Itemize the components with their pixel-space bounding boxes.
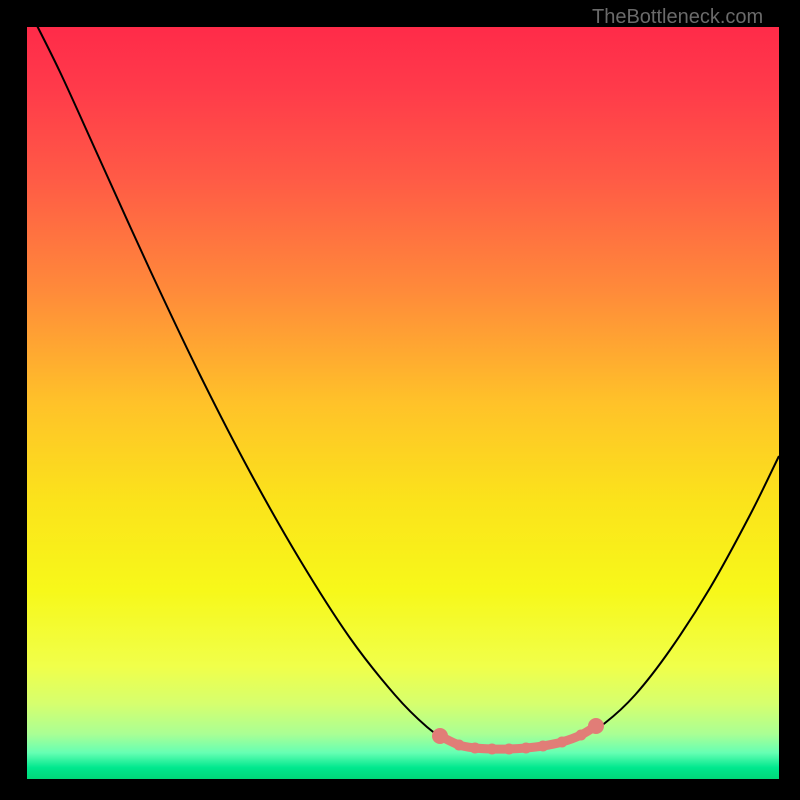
sweet-spot-marker [538,741,549,752]
sweet-spot-marker [487,744,498,755]
bottleneck-curve [27,6,779,749]
sweet-spot-marker [588,718,604,734]
chart-overlay [0,0,800,800]
sweet-spot-marker [432,728,448,744]
watermark-text: TheBottleneck.com [592,6,763,29]
sweet-spot-marker [557,737,568,748]
sweet-spot-marker [470,743,481,754]
sweet-spot-marker [576,730,587,741]
sweet-spot-marker [454,740,465,751]
sweet-spot-marker [504,744,515,755]
sweet-spot-marker [521,743,532,754]
